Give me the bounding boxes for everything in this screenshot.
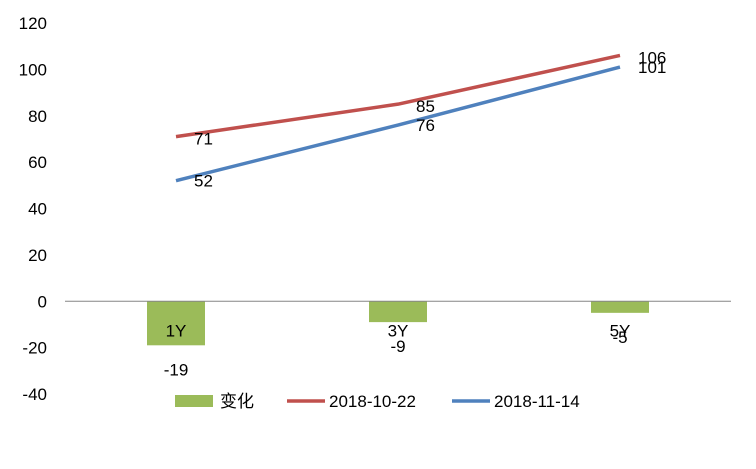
line-data-label: 71 [194, 130, 213, 149]
line-data-label: 52 [194, 172, 213, 191]
bar-data-label: -9 [390, 337, 405, 356]
line-data-label: 101 [638, 58, 666, 77]
legend: 变化 2018-10-22 2018-11-14 [175, 392, 580, 411]
bar [369, 301, 427, 323]
x-tick-label: 5Y [610, 321, 631, 340]
x-tick-label: 1Y [166, 321, 187, 340]
bar [147, 301, 205, 346]
y-tick-label: -40 [22, 385, 47, 404]
labels-layer: 1Y 3Y 5Y -19 -9 -5 71 85 106 52 76 101 [164, 48, 667, 379]
y-tick-label: 40 [28, 200, 47, 219]
bar-data-label: -5 [612, 328, 627, 347]
bar-data-label: -19 [164, 360, 189, 379]
line-series [175, 65, 621, 183]
legend-swatch [175, 395, 213, 407]
y-tick-label: 100 [19, 60, 47, 79]
line-series [175, 53, 621, 139]
y-tick-label: 20 [28, 246, 47, 265]
legend-label: 变化 [220, 392, 254, 411]
y-tick-label: -20 [22, 339, 47, 358]
bars-layer [147, 301, 649, 346]
legend-label: 2018-11-14 [494, 392, 580, 411]
legend-label: 2018-10-22 [329, 392, 416, 411]
y-tick-label: 120 [19, 14, 47, 33]
y-tick-label: 60 [28, 153, 47, 172]
line-data-label: 106 [638, 48, 666, 67]
y-tick-label: 80 [28, 107, 47, 126]
line-data-label: 76 [416, 116, 435, 135]
line-data-label: 85 [416, 97, 435, 116]
lines-layer [175, 53, 621, 183]
axis-layer: -40 -20 0 20 40 60 80 100 120 [19, 14, 731, 404]
x-tick-label: 3Y [388, 321, 409, 340]
y-tick-label: 0 [38, 292, 47, 311]
bar [591, 301, 649, 313]
